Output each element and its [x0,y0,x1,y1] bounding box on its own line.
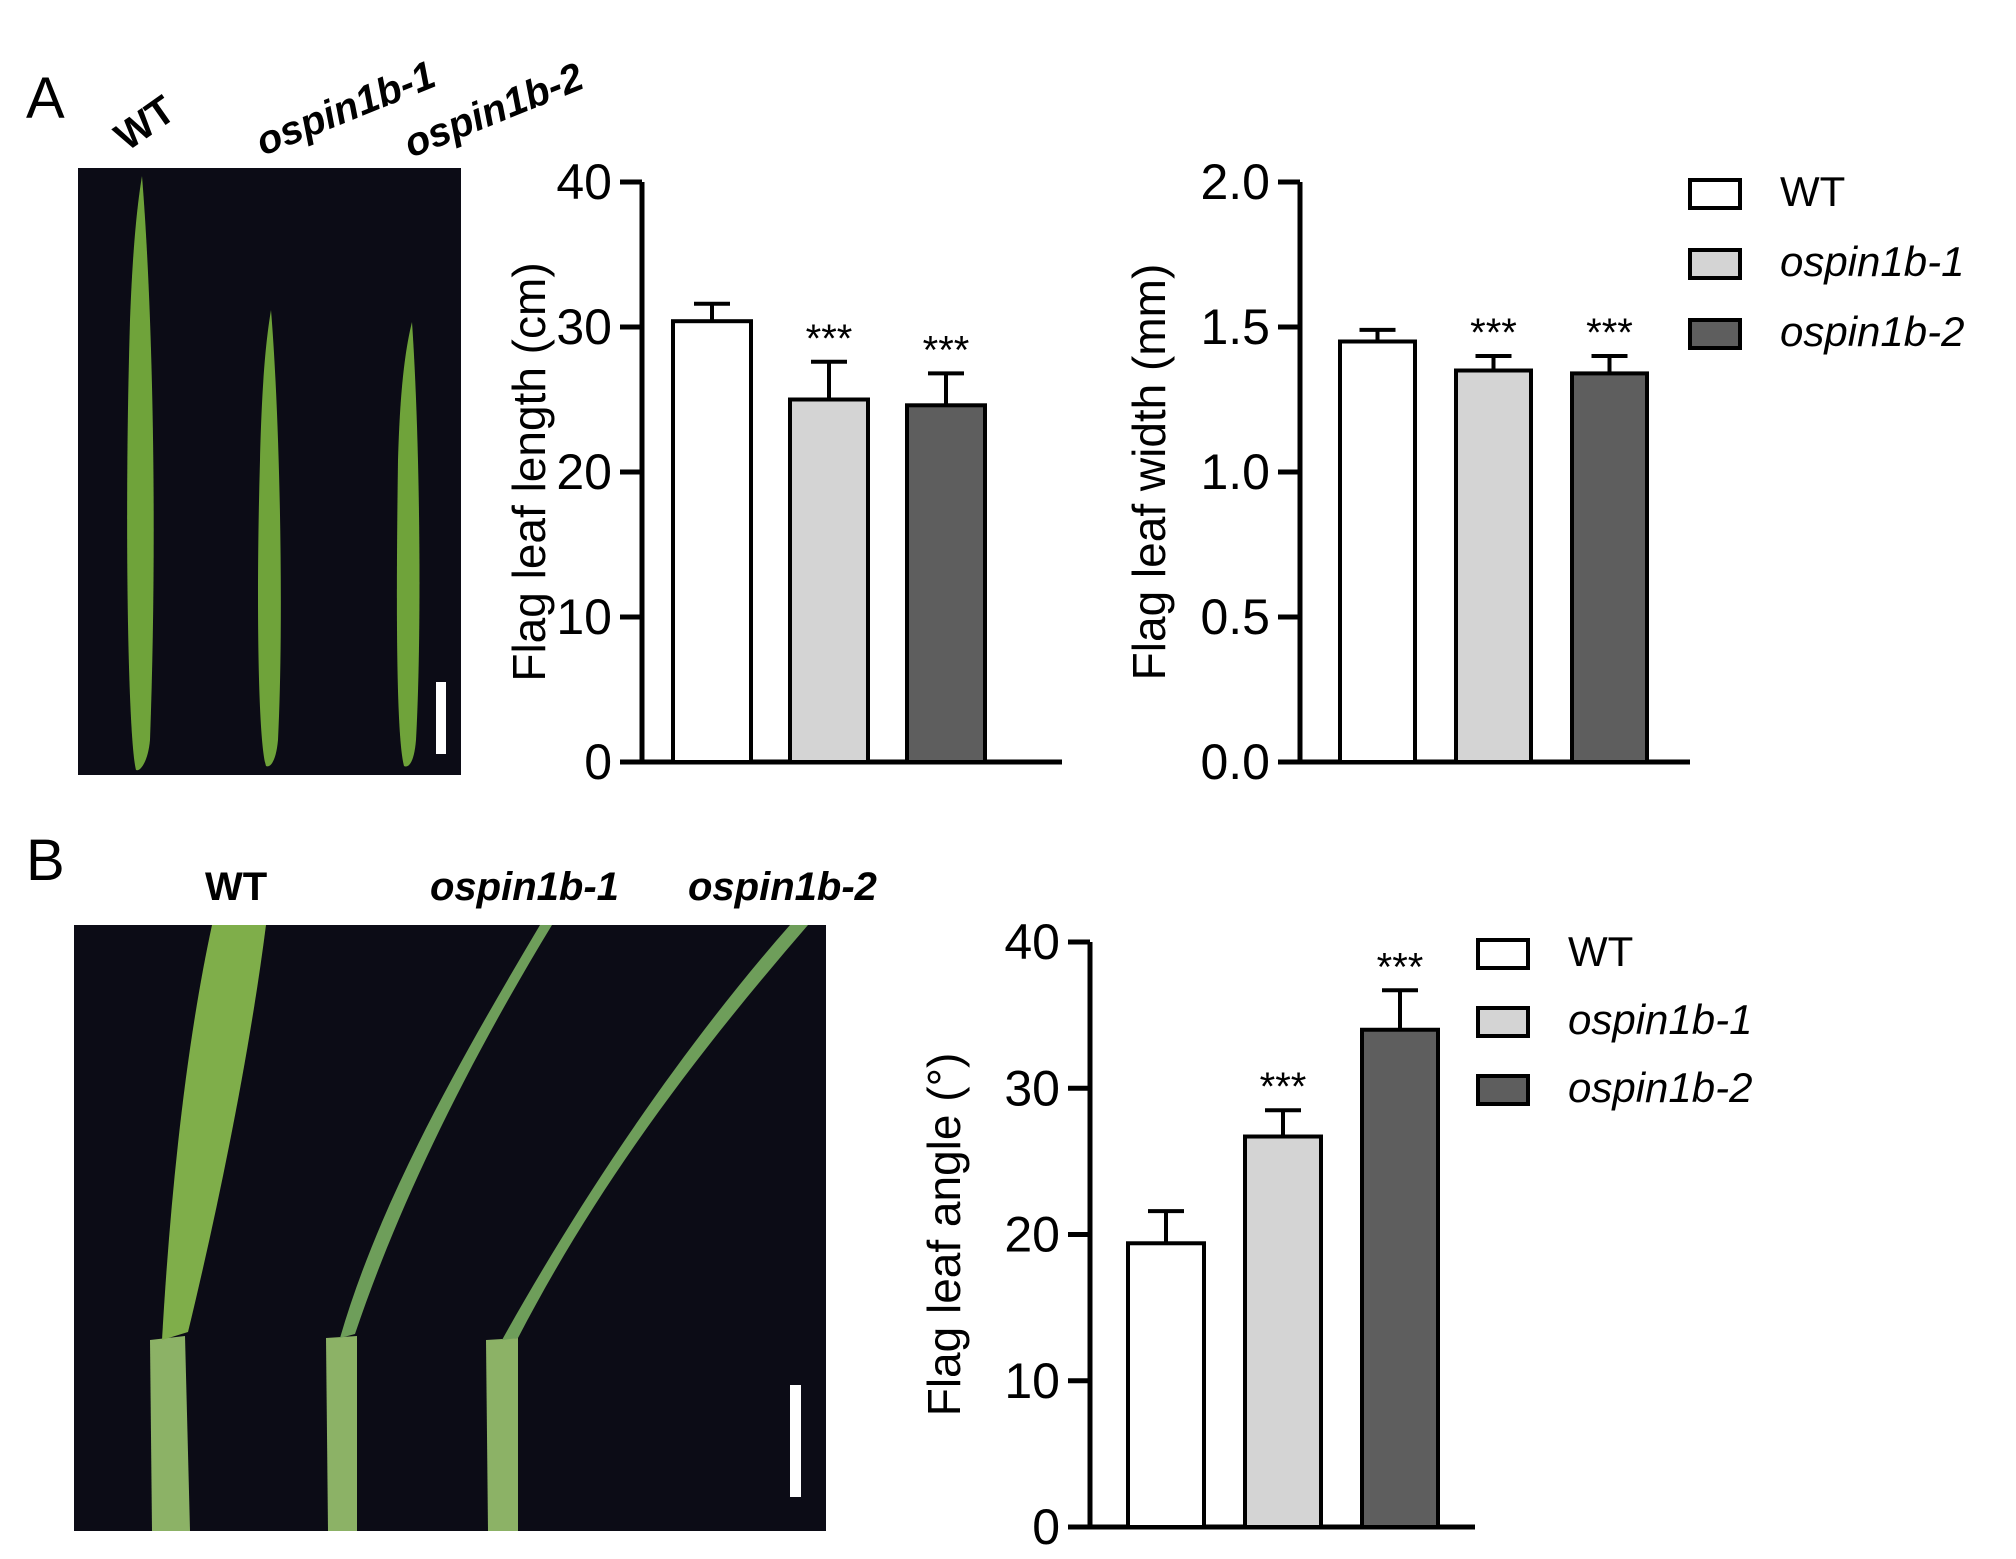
y-tick-label: 1.0 [1200,444,1270,500]
flag-leaf-width-chart: 0.0 0.5 1.0 1.5 2.0 Flag leaf width (mm) *** **… [1123,154,1964,790]
y-tick-label: 1.5 [1200,299,1270,355]
legend-swatch-ospin1b-1 [1688,248,1742,280]
significance-label-ospin1b-2: *** [1586,311,1633,355]
y-axis-label: Flag leaf length (cm) [503,262,555,681]
y-tick-label: 10 [1004,1353,1060,1409]
leaf-wt [127,176,154,771]
y-tick-label: 40 [556,154,612,210]
y-tick-label: 0.0 [1200,734,1270,790]
bar-ospin1b-1 [1243,1134,1323,1529]
significance-label-ospin1b-1: *** [1260,1065,1307,1109]
significance-label-ospin1b-2: *** [923,328,970,372]
leaf-ospin1b-2 [396,322,420,767]
legend-label-WT: WT [1568,928,1633,975]
sheath-wt [150,1336,190,1531]
scale-bar-b [790,1385,801,1497]
bar-WT [671,319,753,764]
legend-swatch-ospin1b-1 [1476,1006,1530,1038]
blade-wt [162,925,266,1340]
bar-ospin1b-2 [1360,1027,1440,1529]
y-tick-label: 40 [1004,914,1060,970]
y-tick-label: 0 [584,734,612,790]
y-tick-label: 2.0 [1200,154,1270,210]
y-tick-label: 0 [1032,1499,1060,1555]
leaf-ospin1b-1 [258,310,281,767]
bar-WT [1338,339,1417,764]
photo-a-label-wt: WT [107,88,183,160]
y-tick-label: 30 [556,299,612,355]
flag-leaf-angle-chart: 0 10 20 30 40 Flag leaf angle (°) *** *** WT ospi… [918,914,1752,1555]
y-tick-label: 30 [1004,1060,1060,1116]
legend-label-WT: WT [1780,168,1845,215]
legend-label-ospin1b-1: ospin1b-1 [1568,996,1752,1043]
bar-WT [1126,1241,1206,1530]
significance-label-ospin1b-2: *** [1377,945,1424,989]
y-tick-label: 20 [1004,1207,1060,1263]
significance-label-ospin1b-1: *** [1470,311,1517,355]
blade-ospin1b-1 [340,925,552,1338]
photo-b-label-ospin1b-2: ospin1b-2 [688,865,877,909]
legend-swatch-ospin1b-2 [1476,1074,1530,1106]
legend-swatch-WT [1476,938,1530,970]
blade-ospin1b-2 [502,925,808,1340]
panel-letter-b: B [26,828,65,893]
photo-b-label-ospin1b-1: ospin1b-1 [430,865,619,909]
legend-swatch-WT [1688,178,1742,210]
photo-b-label-wt: WT [205,865,267,909]
scale-bar-a [436,682,446,754]
y-axis-label: Flag leaf width (mm) [1123,264,1175,681]
legend-label-ospin1b-2: ospin1b-2 [1568,1064,1752,1111]
significance-label-ospin1b-1: *** [806,317,853,361]
bar-ospin1b-2 [1570,371,1649,764]
sheath-ospin1b-1 [326,1336,357,1531]
y-axis-label: Flag leaf angle (°) [918,1053,970,1417]
legend-label-ospin1b-1: ospin1b-1 [1780,238,1964,285]
legend-label-ospin1b-2: ospin1b-2 [1780,308,1964,355]
legend-swatch-ospin1b-2 [1688,318,1742,350]
sheath-ospin1b-2 [486,1338,518,1531]
bar-ospin1b-2 [905,403,987,764]
panel-letter-a: A [26,66,65,131]
y-tick-label: 20 [556,444,612,500]
bar-ospin1b-1 [1454,368,1533,764]
bar-ospin1b-1 [788,397,870,764]
y-tick-label: 10 [556,589,612,645]
photo-b: WT ospin1b-1 ospin1b-2 [74,865,877,1531]
y-tick-label: 0.5 [1200,589,1270,645]
